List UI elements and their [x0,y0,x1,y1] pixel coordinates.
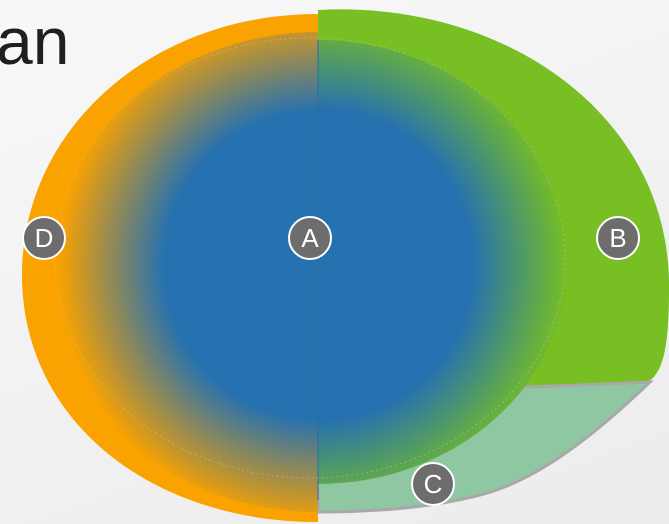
region-a-right [318,40,568,484]
marker-b-circle [596,216,640,260]
marker-a: A [288,216,332,260]
marker-b-label: B [609,223,626,253]
marker-d-circle [22,216,66,260]
inner-outline [54,37,566,479]
marker-a-circle [288,216,332,260]
marker-c-circle [411,462,455,506]
marker-b: B [596,216,640,260]
marker-c-label: C [424,469,443,499]
marker-c: C [411,462,455,506]
region-a-left [50,32,318,512]
marker-d: D [22,216,66,260]
heading-fragment: an [0,4,70,78]
marker-d-label: D [35,223,54,253]
marker-a-label: A [301,223,319,253]
